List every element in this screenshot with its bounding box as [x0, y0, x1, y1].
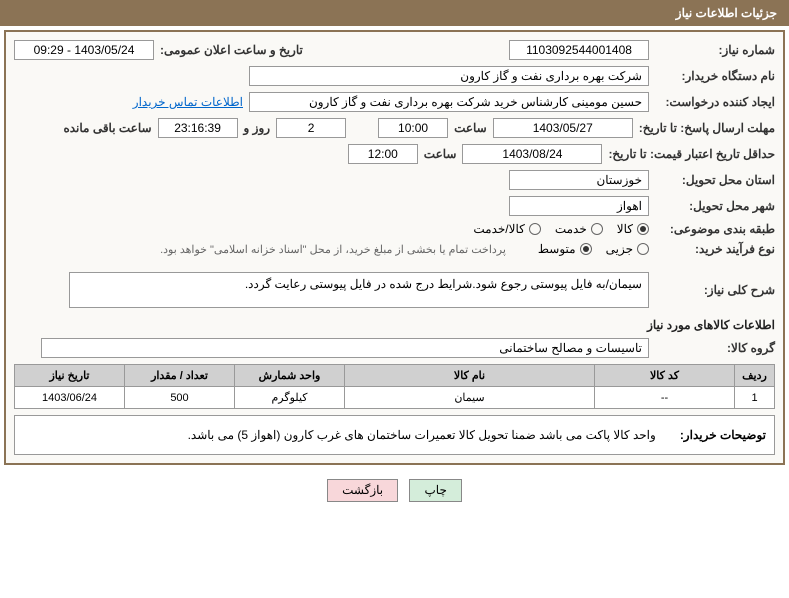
- category-radio-group: کالا خدمت کالا/خدمت: [473, 222, 649, 236]
- radio-label: متوسط: [538, 242, 576, 256]
- category-option[interactable]: کالا/خدمت: [473, 222, 540, 236]
- validity-date-field: 1403/08/24: [462, 144, 602, 164]
- response-hour-field: 10:00: [378, 118, 448, 138]
- hour-label-1: ساعت: [454, 121, 487, 135]
- table-header: واحد شمارش: [235, 365, 345, 387]
- radio-icon[interactable]: [529, 223, 541, 235]
- radio-icon[interactable]: [637, 243, 649, 255]
- table-header: تاریخ نیاز: [15, 365, 125, 387]
- description-label: شرح کلی نیاز:: [655, 283, 775, 297]
- goods-table: ردیفکد کالانام کالاواحد شمارشتعداد / مقد…: [14, 364, 775, 409]
- table-cell: 500: [125, 387, 235, 409]
- contact-link[interactable]: اطلاعات تماس خریدار: [133, 95, 243, 109]
- table-header: نام کالا: [345, 365, 595, 387]
- response-date-field: 1403/05/27: [493, 118, 633, 138]
- payment-note: پرداخت تمام یا بخشی از مبلغ خرید، از محل…: [160, 243, 506, 256]
- buyer-note-box: توضیحات خریدار: واحد کالا پاکت می باشد ض…: [14, 415, 775, 455]
- print-button[interactable]: چاپ: [409, 479, 461, 502]
- requester-label: ایجاد کننده درخواست:: [655, 95, 775, 109]
- announce-datetime-label: تاریخ و ساعت اعلان عمومی:: [160, 43, 303, 57]
- buyer-org-field: شرکت بهره برداری نفت و گاز کارون: [249, 66, 649, 86]
- process-label: نوع فرآیند خرید:: [655, 242, 775, 256]
- validity-label: حداقل تاریخ اعتبار قیمت: تا تاریخ:: [608, 147, 775, 161]
- requester-field: حسین مومینی کارشناس خرید شرکت بهره بردار…: [249, 92, 649, 112]
- radio-label: کالا/خدمت: [473, 222, 524, 236]
- page-header: جزئیات اطلاعات نیاز: [0, 0, 789, 26]
- description-field: سیمان/به فایل پیوستی رجوع شود.شرایط درج …: [69, 272, 649, 308]
- remaining-time-field: 23:16:39: [158, 118, 238, 138]
- table-cell: کیلوگرم: [235, 387, 345, 409]
- buyer-org-label: نام دستگاه خریدار:: [655, 69, 775, 83]
- hour-label-2: ساعت: [424, 147, 457, 161]
- response-deadline-label: مهلت ارسال پاسخ: تا تاریخ:: [639, 121, 775, 135]
- table-header: کد کالا: [595, 365, 735, 387]
- process-radio-group: جزیی متوسط: [538, 242, 649, 256]
- table-cell: سیمان: [345, 387, 595, 409]
- back-button[interactable]: بازگشت: [327, 479, 398, 502]
- table-row: 1--سیمانکیلوگرم5001403/06/24: [15, 387, 775, 409]
- city-label: شهر محل تحویل:: [655, 199, 775, 213]
- goods-section-title: اطلاعات کالاهای مورد نیاز: [14, 318, 775, 332]
- radio-label: جزیی: [606, 242, 633, 256]
- radio-label: خدمت: [555, 222, 587, 236]
- city-field: اهواز: [509, 196, 649, 216]
- need-number-field: 1103092544001408: [509, 40, 649, 60]
- remaining-days-field: 2: [276, 118, 346, 138]
- province-field: خوزستان: [509, 170, 649, 190]
- process-option[interactable]: متوسط: [538, 242, 592, 256]
- validity-hour-field: 12:00: [348, 144, 418, 164]
- days-label: روز و: [244, 121, 271, 135]
- radio-icon[interactable]: [580, 243, 592, 255]
- radio-icon[interactable]: [591, 223, 603, 235]
- remaining-suffix: ساعت باقی مانده: [63, 121, 151, 135]
- table-cell: --: [595, 387, 735, 409]
- buyer-note-label: توضیحات خریدار:: [680, 424, 766, 446]
- buyer-note-text: واحد کالا پاکت می باشد ضمنا تحویل کالا ت…: [23, 424, 660, 446]
- category-option[interactable]: خدمت: [555, 222, 603, 236]
- group-field: تاسیسات و مصالح ساختمانی: [41, 338, 649, 358]
- radio-label: کالا: [617, 222, 633, 236]
- table-cell: 1403/06/24: [15, 387, 125, 409]
- process-option[interactable]: جزیی: [606, 242, 649, 256]
- radio-icon[interactable]: [637, 223, 649, 235]
- province-label: استان محل تحویل:: [655, 173, 775, 187]
- table-cell: 1: [735, 387, 775, 409]
- table-header: ردیف: [735, 365, 775, 387]
- category-option[interactable]: کالا: [617, 222, 649, 236]
- group-label: گروه کالا:: [655, 341, 775, 355]
- need-number-label: شماره نیاز:: [655, 43, 775, 57]
- table-header: تعداد / مقدار: [125, 365, 235, 387]
- announce-datetime-field: 1403/05/24 - 09:29: [14, 40, 154, 60]
- category-label: طبقه بندی موضوعی:: [655, 222, 775, 236]
